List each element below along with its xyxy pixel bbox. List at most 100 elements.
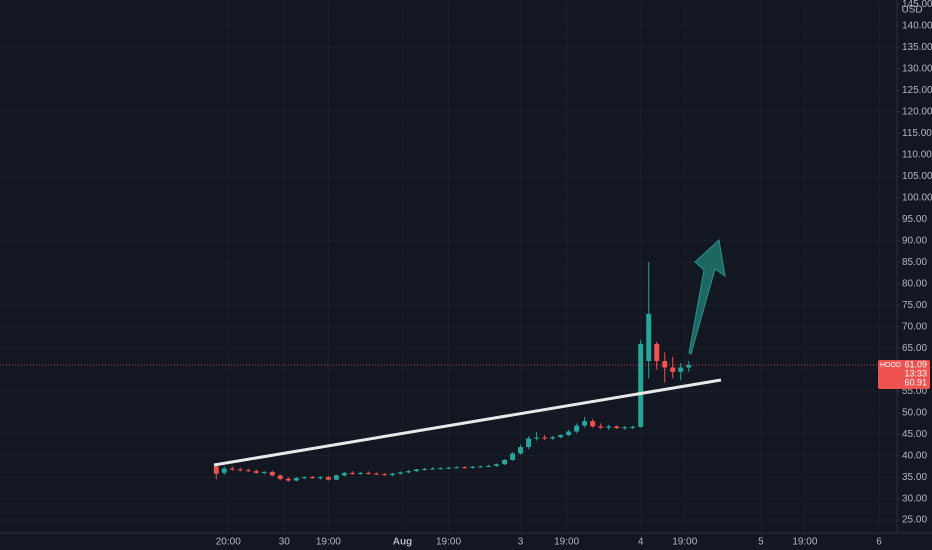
y-tick-label: 45.00	[902, 429, 927, 440]
y-tick-label: 75.00	[902, 300, 927, 311]
candle-body	[622, 427, 628, 429]
candle-body	[317, 477, 323, 479]
candle-body	[526, 438, 532, 448]
candle-body	[437, 468, 443, 470]
countdown-label: 13:33	[904, 368, 927, 378]
y-tick-label: 140.00	[902, 20, 932, 31]
candle-body	[365, 472, 371, 474]
y-tick-label: 115.00	[902, 128, 932, 139]
candle-body	[293, 477, 299, 481]
x-tick-label: 19:00	[672, 537, 697, 548]
candle-body	[429, 468, 435, 470]
candle-body	[550, 437, 556, 439]
symbol-label: HOOD	[880, 362, 901, 369]
candle-body	[309, 477, 315, 479]
candle-body	[277, 475, 283, 479]
y-tick-label: 25.00	[902, 515, 927, 526]
x-tick-label: 19:00	[316, 537, 341, 548]
candle-body	[566, 431, 572, 435]
candle-body	[574, 425, 580, 432]
candle-body	[654, 343, 660, 362]
grid	[0, 0, 897, 533]
y-tick-label: 55.00	[902, 386, 927, 397]
x-tick-label: Aug	[393, 537, 412, 548]
y-tick-label: 40.00	[902, 450, 927, 461]
y-tick-label: 135.00	[902, 42, 932, 53]
x-tick-label: 4	[638, 537, 644, 548]
candle-body	[502, 459, 508, 465]
candle-body	[670, 367, 676, 372]
candle-body	[373, 473, 379, 475]
y-tick-label: 95.00	[902, 214, 927, 225]
candle-body	[405, 471, 411, 473]
x-tick-label: 20:00	[216, 537, 241, 548]
candle-body	[245, 470, 251, 472]
candle-body	[421, 468, 427, 470]
candle-body	[397, 472, 403, 474]
candle-body	[213, 466, 219, 474]
candle-body	[413, 469, 419, 472]
y-tick-label: 130.00	[902, 63, 932, 74]
y-tick-label: 125.00	[902, 85, 932, 96]
last-price-label: 61.09	[904, 359, 927, 369]
x-tick-label: 30	[279, 537, 291, 548]
second-price-label: 60.91	[904, 377, 927, 387]
candle-body	[606, 426, 612, 428]
candle-body	[478, 466, 484, 468]
y-tick-label: 30.00	[902, 493, 927, 504]
x-tick-label: 6	[876, 537, 882, 548]
candle-body	[558, 434, 564, 438]
candle-body	[357, 472, 363, 474]
candle-body	[229, 468, 235, 470]
x-tick-label: 19:00	[554, 537, 579, 548]
y-tick-label: 105.00	[902, 171, 932, 182]
price-tag	[878, 359, 930, 389]
candle-body	[381, 474, 387, 476]
candle-body	[518, 447, 524, 454]
y-tick-label: 35.00	[902, 472, 927, 483]
candle-body	[301, 477, 307, 479]
y-tick-label: 80.00	[902, 278, 927, 289]
candle-body	[662, 361, 668, 368]
y-tick-label: 65.00	[902, 343, 927, 354]
x-tick-label: 19:00	[436, 537, 461, 548]
candle-body	[590, 421, 596, 427]
candle-body	[341, 472, 347, 476]
candles	[0, 262, 897, 482]
candle-body	[598, 426, 604, 428]
candle-body	[638, 343, 644, 427]
candle-body	[237, 469, 243, 471]
candle-body	[285, 478, 291, 481]
candle-body	[486, 465, 492, 467]
candle-body	[221, 468, 227, 473]
candle-body	[454, 467, 460, 469]
candle-body	[686, 364, 692, 368]
y-tick-label: 145.00	[902, 0, 932, 10]
arrow	[688, 239, 726, 355]
candle-body	[542, 437, 548, 439]
trend-line	[213, 378, 722, 467]
candle-body	[446, 467, 451, 469]
candle-body	[510, 453, 516, 460]
x-tick-label: 5	[758, 537, 764, 548]
candle-body	[534, 437, 540, 439]
candle-body	[349, 472, 355, 474]
y-tick-label: 110.00	[902, 149, 932, 160]
candle-body	[462, 467, 468, 469]
candle-body	[389, 473, 395, 475]
x-tick-label: 3	[518, 537, 524, 548]
currency: USD	[901, 5, 922, 16]
candle-body	[253, 471, 259, 473]
candle-body	[678, 367, 684, 372]
candle-body	[325, 477, 331, 480]
candle-body	[582, 421, 588, 426]
candle-body	[646, 313, 652, 362]
axes: 25.0030.0035.0040.0045.0050.0055.0060.00…	[216, 0, 932, 548]
y-tick-label: 85.00	[902, 257, 927, 268]
y-tick-label: 70.00	[902, 321, 927, 332]
y-tick-label: 50.00	[902, 407, 927, 418]
candle-body	[494, 464, 500, 466]
